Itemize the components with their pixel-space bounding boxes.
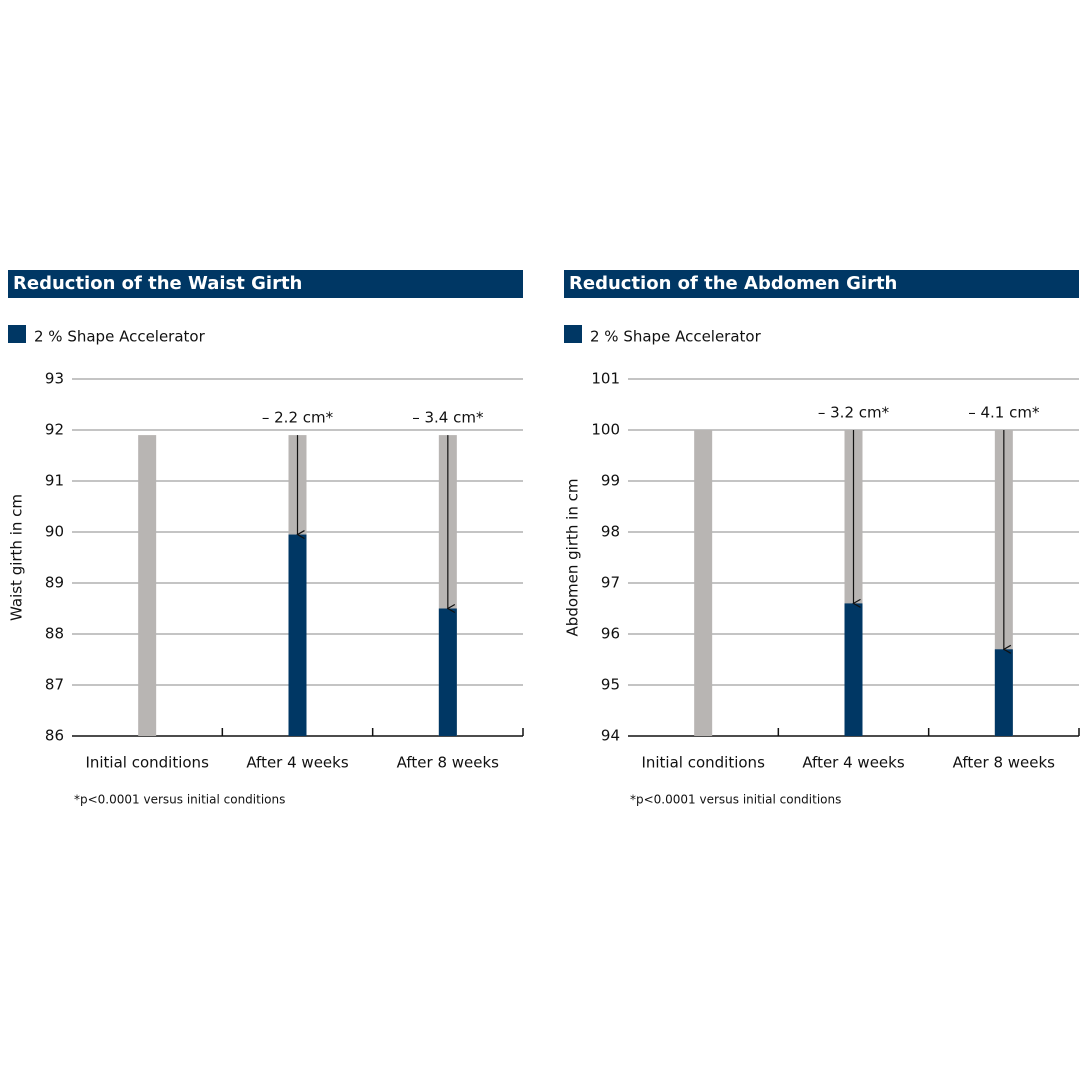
bar (694, 430, 713, 736)
bar (844, 603, 863, 736)
y-tick-label: 95 (601, 676, 620, 694)
chart-title: Reduction of the Abdomen Girth (569, 273, 897, 294)
title-bar (8, 270, 523, 298)
legend-swatch (564, 325, 582, 343)
y-tick-label: 101 (591, 370, 620, 388)
chart-panel: Reduction of the Waist Girth 2 % Shape Ac… (8, 270, 524, 807)
legend-swatch (8, 325, 26, 343)
y-axis-label: Abdomen girth in cm (564, 479, 582, 637)
y-tick-label: 90 (45, 523, 64, 541)
annotation: – 3.2 cm* (818, 404, 890, 422)
annotation: – 4.1 cm* (968, 404, 1040, 422)
y-tick-label: 91 (45, 472, 64, 490)
bar (288, 534, 307, 736)
bar (438, 608, 457, 736)
footnote: *p<0.0001 versus initial conditions (74, 793, 285, 807)
y-tick-label: 97 (601, 574, 620, 592)
annotation: – 3.4 cm* (412, 409, 484, 427)
x-tick-label: After 8 weeks (397, 754, 500, 772)
y-tick-label: 88 (45, 625, 64, 643)
x-tick-label: Initial conditions (85, 754, 209, 772)
y-tick-label: 98 (601, 523, 620, 541)
legend-label: 2 % Shape Accelerator (590, 328, 762, 346)
x-tick-label: After 8 weeks (953, 754, 1056, 772)
chart-panel: Reduction of the Abdomen Girth 2 % Shape … (564, 270, 1080, 807)
y-tick-label: 96 (601, 625, 620, 643)
bar (138, 435, 157, 736)
bar (994, 649, 1013, 736)
chart-title: Reduction of the Waist Girth (13, 273, 302, 294)
annotation: – 2.2 cm* (262, 409, 334, 427)
y-tick-label: 92 (45, 421, 64, 439)
y-tick-label: 100 (591, 421, 620, 439)
x-tick-label: After 4 weeks (246, 754, 349, 772)
y-tick-label: 89 (45, 574, 64, 592)
y-tick-label: 86 (45, 727, 64, 745)
y-axis-label: Waist girth in cm (8, 494, 26, 621)
y-tick-label: 94 (601, 727, 620, 745)
y-tick-label: 93 (45, 370, 64, 388)
footnote: *p<0.0001 versus initial conditions (630, 793, 841, 807)
y-tick-label: 99 (601, 472, 620, 490)
x-tick-label: After 4 weeks (802, 754, 905, 772)
title-bar (564, 270, 1079, 298)
x-tick-label: Initial conditions (641, 754, 765, 772)
y-tick-label: 87 (45, 676, 64, 694)
legend-label: 2 % Shape Accelerator (34, 328, 206, 346)
